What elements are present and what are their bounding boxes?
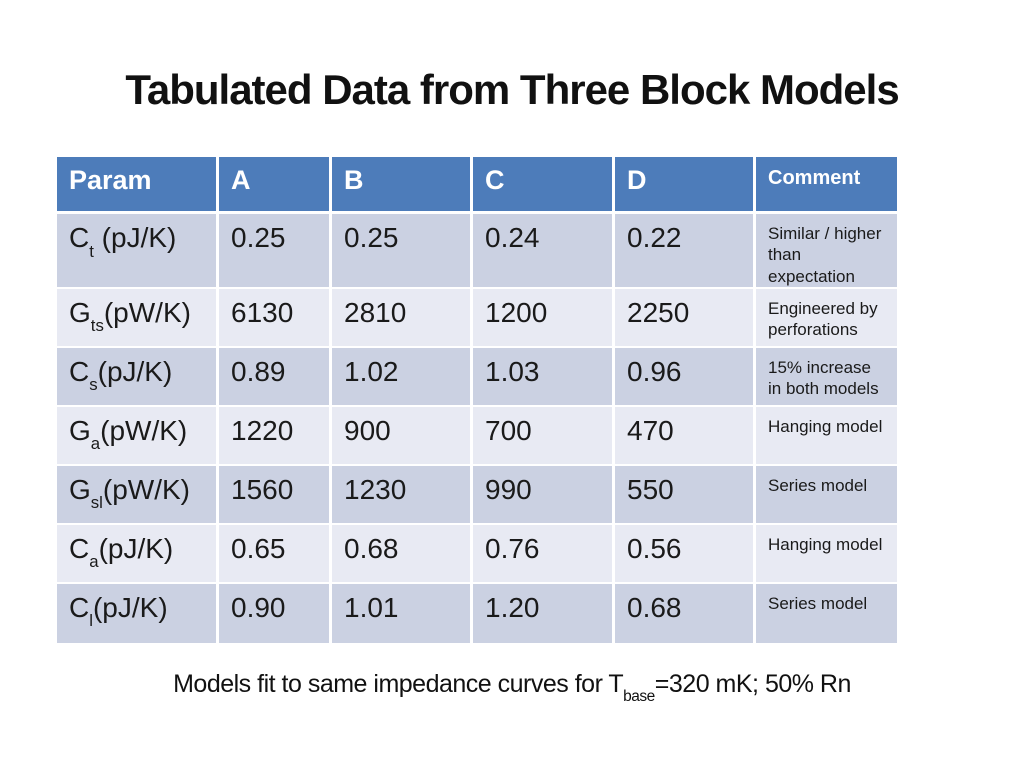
footer-subscript: base (623, 688, 655, 706)
value-cell-d: 0.22 (615, 214, 756, 289)
param-units: (pW/K) (100, 414, 188, 446)
table-row: Ga(pW/K) 1220 900 700 470 Hanging model (57, 406, 897, 466)
param-cell: Ga(pW/K) (57, 406, 219, 466)
comment-cell: Hanging model (756, 524, 897, 584)
comment-cell: 15% increase in both models (756, 347, 897, 407)
value-cell-c: 1200 (473, 288, 615, 348)
table-row: Ca(pJ/K) 0.65 0.68 0.76 0.56 Hanging mod… (57, 524, 897, 584)
param-symbol: G (69, 414, 91, 446)
column-header-c: C (473, 157, 615, 214)
comment-cell: Series model (756, 465, 897, 525)
value-cell-d: 0.56 (615, 524, 756, 584)
column-header-param: Param (57, 157, 219, 214)
value-cell-b: 2810 (332, 288, 473, 348)
param-cell: Cl(pJ/K) (57, 583, 219, 643)
param-subscript: ts (90, 316, 104, 336)
param-symbol: G (69, 473, 91, 505)
param-subscript: t (89, 241, 94, 261)
table-row: Ct (pJ/K) 0.25 0.25 0.24 0.22 Similar / … (57, 214, 897, 289)
param-symbol: G (69, 296, 91, 328)
value-cell-d: 2250 (615, 288, 756, 348)
data-table: Param A B C D Comment Ct (pJ/K) 0.25 0.2… (57, 157, 897, 643)
table-row: Cl(pJ/K) 0.90 1.01 1.20 0.68 Series mode… (57, 583, 897, 643)
param-units: (pJ/K) (98, 532, 174, 564)
value-cell-a: 6130 (219, 288, 332, 348)
param-subscript: a (89, 552, 99, 572)
value-cell-a: 0.90 (219, 583, 332, 643)
param-symbol: C (69, 222, 90, 253)
param-units: (pW/K) (102, 473, 191, 505)
table-row: Gsl(pW/K) 1560 1230 990 550 Series model (57, 465, 897, 525)
param-subscript: s (89, 375, 98, 395)
value-cell-b: 0.25 (332, 214, 473, 289)
param-cell: Cs(pJ/K) (57, 347, 219, 407)
value-cell-c: 700 (473, 406, 615, 466)
value-cell-c: 1.20 (473, 583, 615, 643)
param-subscript: l (89, 611, 93, 631)
footer-note: Models fit to same impedance curves for … (0, 670, 1024, 704)
param-symbol: C (69, 591, 90, 623)
param-units: (pJ/K) (97, 355, 173, 387)
param-subscript: a (90, 434, 101, 454)
page-title: Tabulated Data from Three Block Models (125, 66, 899, 113)
value-cell-b: 900 (332, 406, 473, 466)
value-cell-d: 470 (615, 406, 756, 466)
comment-cell: Hanging model (756, 406, 897, 466)
table-row: Gts(pW/K) 6130 2810 1200 2250 Engineered… (57, 288, 897, 348)
comment-cell: Similar / higher than expectation (756, 214, 897, 289)
param-symbol: C (69, 532, 90, 564)
footer-text-suffix: =320 mK; 50% Rn (654, 670, 852, 698)
param-cell: Ct (pJ/K) (57, 214, 219, 289)
param-cell: Ca(pJ/K) (57, 524, 219, 584)
comment-cell: Engineered by perforations (756, 288, 897, 348)
column-header-a: A (219, 157, 332, 214)
value-cell-b: 1230 (332, 465, 473, 525)
value-cell-a: 1220 (219, 406, 332, 466)
param-cell: Gsl(pW/K) (57, 465, 219, 525)
param-symbol: C (69, 355, 90, 387)
value-cell-b: 1.02 (332, 347, 473, 407)
footer-text: Models fit to same impedance curves for … (173, 670, 624, 698)
comment-cell: Series model (756, 583, 897, 643)
table-row: Cs(pJ/K) 0.89 1.02 1.03 0.96 15% increas… (57, 347, 897, 407)
param-subscript: sl (90, 493, 103, 513)
value-cell-d: 550 (615, 465, 756, 525)
value-cell-c: 0.76 (473, 524, 615, 584)
value-cell-c: 0.24 (473, 214, 615, 289)
param-units: (pW/K) (103, 296, 191, 328)
value-cell-a: 0.25 (219, 214, 332, 289)
column-header-d: D (615, 157, 756, 214)
value-cell-b: 0.68 (332, 524, 473, 584)
param-cell: Gts(pW/K) (57, 288, 219, 348)
value-cell-c: 1.03 (473, 347, 615, 407)
value-cell-a: 0.65 (219, 524, 332, 584)
table-body: Ct (pJ/K) 0.25 0.25 0.24 0.22 Similar / … (57, 214, 897, 643)
param-units: (pJ/K) (93, 222, 177, 253)
value-cell-d: 0.68 (615, 583, 756, 643)
value-cell-c: 990 (473, 465, 615, 525)
table-header-row: Param A B C D Comment (57, 157, 897, 214)
column-header-comment: Comment (756, 157, 897, 214)
value-cell-b: 1.01 (332, 583, 473, 643)
column-header-b: B (332, 157, 473, 214)
value-cell-a: 1560 (219, 465, 332, 525)
value-cell-a: 0.89 (219, 347, 332, 407)
value-cell-d: 0.96 (615, 347, 756, 407)
param-units: (pJ/K) (92, 591, 168, 623)
